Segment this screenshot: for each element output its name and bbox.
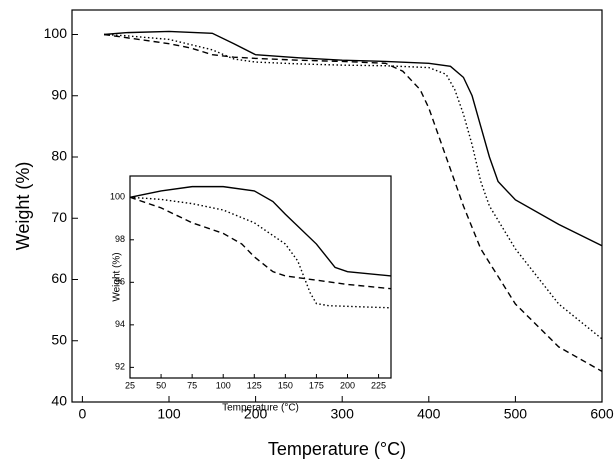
y-tick-label: 50 (51, 331, 67, 347)
x-tick-label: 125 (247, 380, 262, 390)
x-tick-label: 25 (125, 380, 135, 390)
x-tick-label: 50 (156, 380, 166, 390)
x-axis-label: Temperature (°C) (222, 403, 299, 414)
x-tick-label: 400 (417, 405, 441, 421)
x-tick-label: 75 (187, 380, 197, 390)
y-tick-label: 92 (115, 362, 125, 372)
y-tick-label: 98 (115, 234, 125, 244)
x-tick-label: 200 (244, 405, 268, 421)
y-tick-label: 96 (115, 277, 125, 287)
x-axis-label: Temperature (°C) (268, 439, 406, 459)
x-tick-label: 150 (278, 380, 293, 390)
series-line (129, 196, 392, 290)
series-line (103, 30, 603, 247)
x-tick-label: 0 (78, 405, 86, 421)
x-tick-label: 225 (371, 380, 386, 390)
y-tick-label: 94 (115, 319, 125, 329)
x-tick-label: 100 (216, 380, 231, 390)
series-line (104, 33, 603, 340)
y-axis-label: Weight (%) (13, 162, 33, 251)
series-line (129, 185, 392, 277)
x-tick-label: 175 (309, 380, 324, 390)
y-tick-label: 40 (51, 393, 67, 409)
y-tick-label: 70 (51, 209, 67, 225)
y-axis-label: Weight (%) (112, 252, 123, 301)
x-tick-label: 200 (340, 380, 355, 390)
y-tick-label: 100 (110, 192, 125, 202)
x-tick-label: 300 (331, 405, 355, 421)
y-tick-label: 60 (51, 270, 67, 286)
plot-frame (129, 175, 392, 379)
series-line (103, 33, 603, 372)
x-tick-label: 600 (590, 405, 614, 421)
y-tick-label: 80 (51, 148, 67, 164)
y-tick-label: 90 (51, 86, 67, 102)
x-tick-label: 100 (157, 405, 181, 421)
y-tick-label: 100 (44, 25, 68, 41)
series-line (129, 196, 392, 309)
x-tick-label: 500 (504, 405, 528, 421)
